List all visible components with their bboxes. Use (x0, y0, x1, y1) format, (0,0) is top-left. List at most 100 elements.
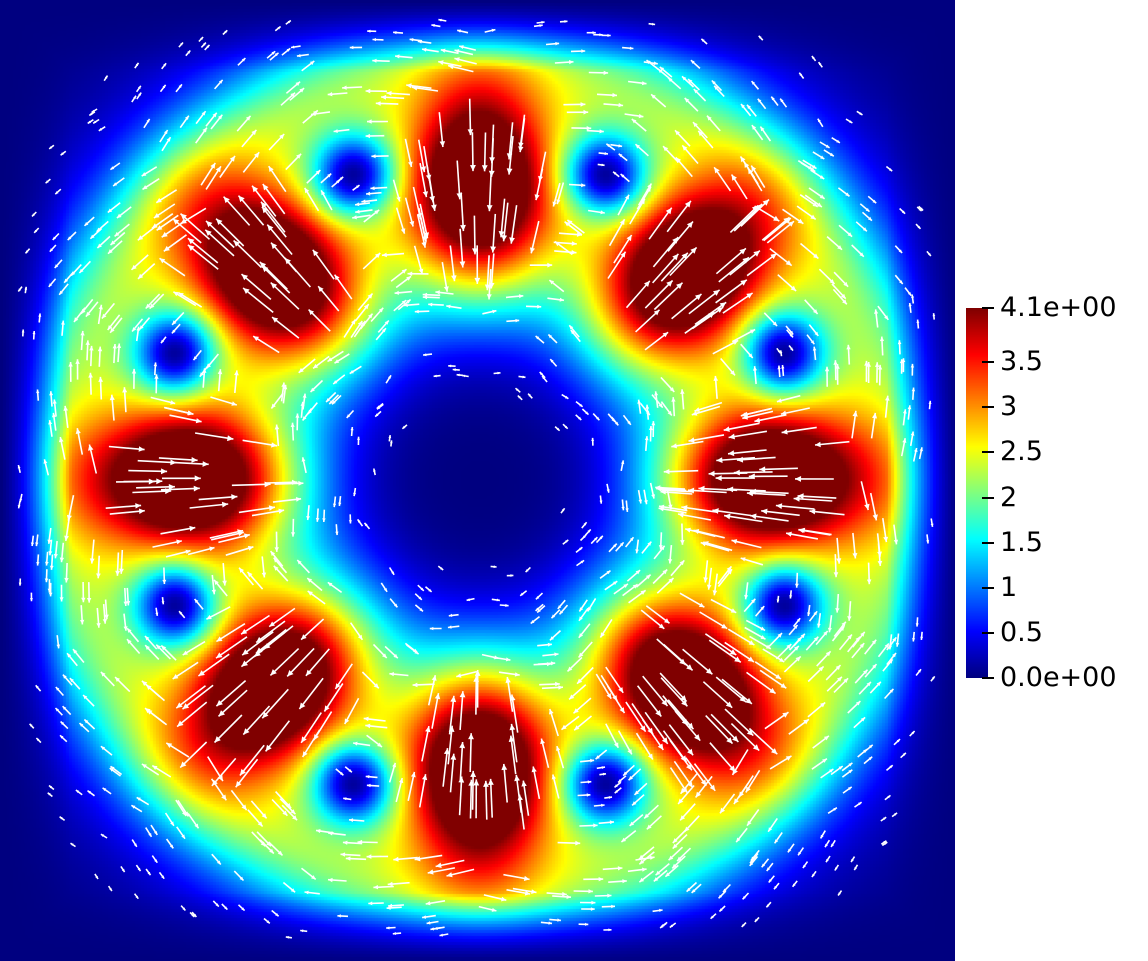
velocity-arrow-head (506, 168, 513, 175)
velocity-arrow-head (193, 485, 200, 492)
velocity-arrow-head (813, 309, 818, 314)
velocity-arrow-head (879, 336, 885, 342)
velocity-arrow-head (645, 410, 650, 415)
velocity-arrow-head (523, 875, 530, 881)
velocity-arrow-head (59, 816, 63, 820)
velocity-arrow-head (431, 23, 435, 27)
velocity-arrow-head (889, 688, 894, 693)
velocity-arrow (189, 503, 229, 509)
velocity-arrow-head (565, 539, 569, 543)
velocity-arrow-head (172, 320, 177, 325)
velocity-arrow-head (122, 387, 128, 393)
velocity-arrow-head (262, 184, 269, 191)
velocity-arrow-head (260, 841, 266, 847)
velocity-arrow-head (210, 162, 216, 169)
velocity-arrow-head (678, 512, 684, 518)
colorbar-tick-mark (982, 451, 994, 454)
velocity-arrow-head (730, 370, 735, 376)
velocity-arrow-head (48, 592, 53, 597)
velocity-arrow-head (627, 420, 631, 425)
velocity-arrow-head (451, 275, 457, 282)
velocity-arrow-head (583, 522, 587, 526)
velocity-arrow-head (599, 500, 603, 504)
velocity-arrow-head (793, 625, 798, 629)
velocity-arrow (511, 694, 519, 733)
velocity-arrow-head (338, 502, 342, 506)
velocity-arrow-head (695, 791, 701, 798)
velocity-arrow-head (49, 248, 54, 252)
velocity-arrow-head (786, 531, 792, 537)
velocity-arrow (502, 202, 509, 242)
velocity-arrow-head (793, 496, 800, 502)
velocity-arrow-head (652, 22, 656, 26)
velocity-arrow-head (187, 410, 193, 416)
velocity-arrow-head (409, 38, 414, 42)
velocity-arrow-head (728, 450, 735, 457)
velocity-arrow-head (205, 229, 212, 236)
velocity-arrow-head (109, 768, 114, 772)
velocity-arrow-head (732, 735, 739, 742)
velocity-arrow-head (688, 487, 695, 494)
velocity-arrow-head (688, 437, 695, 443)
velocity-arrow-head (671, 397, 676, 402)
velocity-arrow-head (417, 40, 422, 44)
velocity-arrow-head (708, 470, 715, 477)
velocity-arrow-head (339, 771, 344, 776)
velocity-arrow-head (618, 102, 624, 108)
velocity-arrow-head (131, 805, 136, 809)
velocity-arrow-head (274, 52, 279, 57)
velocity-arrow-head (614, 421, 619, 426)
velocity-arrow-head (194, 475, 201, 482)
velocity-arrow-head (698, 130, 704, 137)
velocity-arrow-head (126, 601, 131, 606)
velocity-arrow (266, 224, 293, 256)
velocity-arrow-head (839, 626, 845, 631)
velocity-arrow-head (393, 603, 398, 608)
velocity-arrow-head (812, 202, 818, 207)
velocity-arrow-head (253, 336, 259, 342)
velocity-arrow-head (698, 485, 705, 492)
velocity-arrow-head (74, 317, 79, 322)
velocity-arrow-head (754, 417, 761, 423)
velocity-arrow-head (773, 215, 780, 222)
velocity-arrow (625, 280, 651, 309)
velocity-arrow-head (623, 583, 628, 588)
velocity-arrow-head (618, 153, 623, 158)
velocity-arrow (716, 456, 756, 462)
velocity-arrow-head (185, 549, 191, 554)
velocity-arrow-head (725, 701, 733, 708)
velocity-arrow-head (292, 815, 298, 821)
velocity-arrow-head (194, 599, 199, 604)
velocity-arrow-head (223, 196, 230, 204)
velocity-arrow-head (217, 774, 223, 782)
velocity-arrow-head (851, 858, 854, 863)
velocity-arrow-head (467, 129, 474, 136)
velocity-arrow-head (206, 220, 213, 228)
velocity-arrow (746, 671, 777, 695)
velocity-arrow-head (667, 410, 672, 416)
velocity-arrow (417, 139, 426, 173)
velocity-arrow-head (291, 45, 295, 49)
velocity-arrow-head (47, 792, 51, 796)
velocity-arrow-head (422, 295, 428, 300)
velocity-arrow-head (462, 374, 466, 378)
velocity-arrow-head (690, 247, 697, 254)
velocity-arrow-head (580, 560, 585, 564)
velocity-arrow-head (710, 915, 714, 919)
velocity-arrow-head (367, 293, 373, 299)
velocity-arrow-head (707, 115, 712, 121)
velocity-arrow-head (559, 610, 564, 615)
velocity-arrow-head (790, 347, 793, 351)
velocity-arrow (682, 648, 713, 675)
velocity-arrow (447, 725, 453, 765)
velocity-arrow-head (268, 505, 275, 511)
velocity-arrow (684, 311, 715, 334)
velocity-arrow-head (44, 578, 49, 583)
velocity-arrow-head (883, 536, 889, 543)
velocity-arrow (746, 492, 786, 496)
velocity-arrow-head (96, 623, 101, 628)
velocity-arrow-head (138, 508, 145, 514)
velocity-arrow-head (888, 659, 893, 664)
velocity-arrow-head (156, 478, 163, 485)
velocity-arrow-head (820, 155, 825, 159)
